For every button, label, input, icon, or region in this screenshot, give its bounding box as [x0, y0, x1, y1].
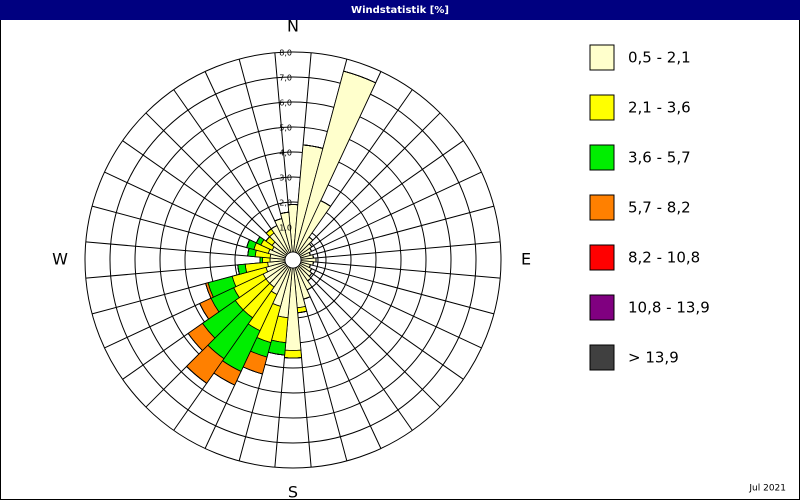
- spoke: [295, 267, 382, 449]
- spoke: [299, 264, 464, 380]
- legend-label: 2,1 - 3,6: [628, 99, 691, 117]
- spoke: [300, 205, 495, 259]
- legend-label: 8,2 - 10,8: [628, 249, 700, 267]
- ring: [184, 151, 402, 369]
- direction-label: S: [288, 483, 298, 500]
- wind-segment: [255, 236, 261, 244]
- ring: [84, 51, 502, 469]
- wind-segment: [199, 303, 209, 320]
- legend-label: 3,6 - 5,7: [628, 149, 691, 167]
- ring: [134, 101, 452, 419]
- spoke: [299, 140, 464, 256]
- spoke: [300, 262, 482, 349]
- bars: [186, 70, 377, 386]
- labels: 1,0 2,0 3,0 4,0 5,0 6,0 7,0 8,0 N E S W: [52, 17, 531, 500]
- title-bar: [0, 0, 800, 20]
- radial-tick-label: 1,0: [279, 224, 292, 233]
- spoke: [145, 112, 288, 255]
- radial-tick-label: 3,0: [279, 174, 292, 183]
- spoke: [298, 265, 441, 408]
- legend-swatch: [589, 344, 615, 371]
- footer: Jul 2021: [748, 484, 786, 494]
- chart-title: Windstatistik [%]: [351, 5, 449, 16]
- legend-label: 10,8 - 13,9: [628, 299, 710, 317]
- radial-tick-label: 4,0: [279, 149, 292, 158]
- spoke: [173, 89, 289, 254]
- spoke: [298, 112, 441, 255]
- legend-swatch: [589, 244, 615, 271]
- spoke: [297, 266, 413, 431]
- legend-label: > 13,9: [628, 349, 679, 367]
- radial-tick-label: 6,0: [279, 99, 292, 108]
- radial-tick-label: 8,0: [279, 49, 292, 58]
- spoke: [300, 261, 495, 315]
- grid: [84, 51, 502, 469]
- wind-segment: [186, 366, 207, 384]
- legend-swatch: [589, 44, 615, 71]
- legend-swatch: [589, 194, 615, 221]
- spoke: [300, 241, 501, 260]
- ring: [109, 76, 477, 444]
- legend-label: 0,5 - 2,1: [628, 49, 691, 67]
- legend-swatch: [589, 294, 615, 321]
- wind-segment: [309, 248, 312, 252]
- radial-tick-label: 7,0: [279, 74, 292, 83]
- spoke: [300, 171, 482, 258]
- spoke: [122, 140, 287, 256]
- direction-label: E: [521, 250, 531, 269]
- ring: [159, 126, 427, 394]
- legend-swatch: [589, 94, 615, 121]
- legend-label: 5,7 - 8,2: [628, 199, 691, 217]
- wind-segment: [187, 333, 203, 351]
- radial-tick-label: 5,0: [279, 124, 292, 133]
- wind-segment: [284, 349, 302, 359]
- wind-segment: [308, 243, 313, 248]
- direction-label: N: [287, 17, 299, 36]
- direction-label: W: [52, 250, 68, 269]
- legend: 0,5 - 2,1 2,1 - 3,6 3,6 - 5,7 5,7 - 8,2 8,2 …: [589, 44, 710, 371]
- legend-swatch: [589, 144, 615, 171]
- spoke: [300, 260, 501, 279]
- radial-tick-label: 2,0: [279, 199, 292, 208]
